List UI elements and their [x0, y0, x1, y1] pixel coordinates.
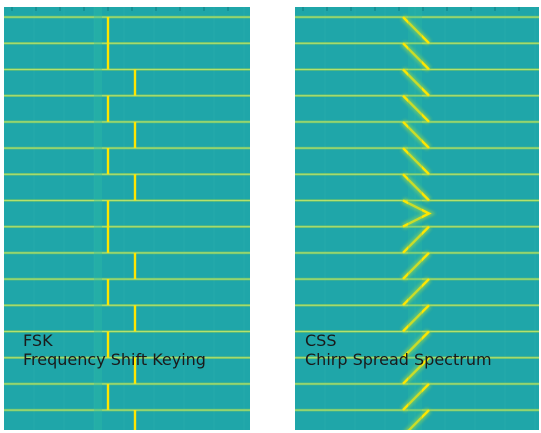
- chirp-line: [402, 16, 430, 45]
- symbol-boundary-line: [295, 331, 539, 332]
- symbol-boundary-line: [295, 42, 539, 44]
- symbol-boundary-line: [4, 252, 250, 254]
- symbol-boundary-line: [295, 69, 539, 70]
- chirp-line: [402, 382, 430, 411]
- css-abbrev: CSS: [305, 331, 337, 350]
- symbol-boundary-line: [295, 226, 539, 228]
- symbol-boundary-line: [4, 95, 250, 97]
- symbol-boundary-line: [295, 383, 539, 385]
- chirp-line: [402, 330, 430, 359]
- symbol-boundary-line: [4, 383, 250, 385]
- chirp-line: [402, 304, 430, 333]
- fsk-spectrogram-plot: [4, 7, 250, 430]
- symbol-boundary-line: [295, 304, 539, 306]
- symbol-boundary-line: [295, 409, 539, 411]
- symbol-boundary-line: [295, 147, 539, 149]
- symbol-boundary-line: [295, 121, 539, 123]
- symbol-boundary-line: [295, 95, 539, 97]
- chirp-line: [402, 225, 430, 254]
- chirp-line: [402, 147, 430, 176]
- fsk-caption: FSK Frequency Shift Keying: [23, 331, 206, 369]
- symbol-boundary-line: [295, 16, 539, 18]
- symbol-boundary-line: [295, 278, 539, 280]
- chirp-line: [402, 173, 430, 202]
- css-caption: CSS Chirp Spread Spectrum: [305, 331, 492, 369]
- fsk-abbrev: FSK: [23, 331, 53, 350]
- chirp-line: [402, 199, 432, 228]
- symbol-boundary-line: [4, 304, 250, 306]
- symbol-boundary-line: [4, 331, 250, 332]
- symbol-boundary-line: [295, 173, 539, 175]
- symbol-boundary-line: [295, 252, 539, 254]
- symbol-boundary-line: [295, 357, 539, 359]
- css-spectrogram-plot: [295, 7, 539, 430]
- chirp-line: [402, 251, 430, 280]
- symbol-boundary-line: [4, 69, 250, 70]
- chirp-line: [402, 356, 430, 385]
- symbol-boundary-line: [4, 226, 250, 228]
- css-full-name: Chirp Spread Spectrum: [305, 350, 492, 369]
- chirp-line: [402, 94, 430, 123]
- chirp-line: [402, 278, 430, 307]
- symbol-boundary-line: [4, 409, 250, 411]
- fsk-spectrogram: [4, 7, 250, 430]
- chirp-line: [402, 68, 430, 97]
- symbol-boundary-line: [295, 200, 539, 201]
- css-spectrogram: [295, 7, 539, 430]
- symbol-boundary-line: [4, 200, 250, 201]
- symbol-boundary-line: [4, 278, 250, 280]
- fsk-full-name: Frequency Shift Keying: [23, 350, 206, 369]
- symbol-boundary-line: [4, 42, 250, 44]
- symbol-boundary-line: [4, 16, 250, 18]
- symbol-boundary-line: [4, 357, 250, 359]
- symbol-boundary-line: [4, 173, 250, 175]
- symbol-boundary-line: [4, 147, 250, 149]
- chirp-line: [402, 120, 430, 149]
- symbol-boundary-line: [4, 121, 250, 123]
- chirp-line: [407, 409, 430, 430]
- chirp-line: [402, 42, 430, 71]
